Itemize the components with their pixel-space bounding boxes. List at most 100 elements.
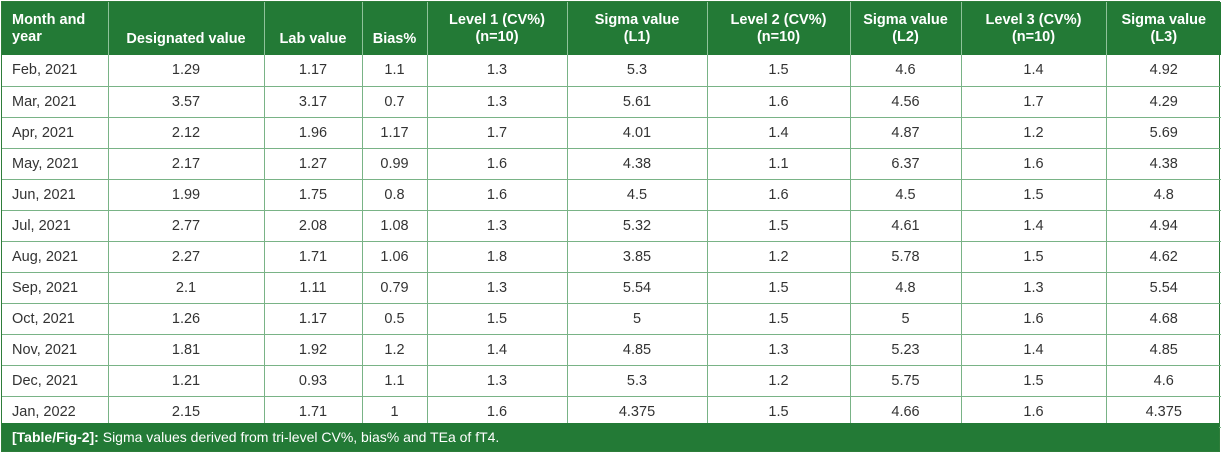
table-cell: Feb, 2021 — [2, 55, 109, 87]
table-cell: 1.96 — [264, 117, 363, 149]
table-cell: 4.01 — [567, 117, 708, 149]
table-cell: 1.7 — [427, 117, 568, 149]
table-cell: 1.4 — [427, 334, 568, 366]
table-cell: 1.4 — [961, 210, 1107, 242]
table-row: Oct, 2021 1.26 1.17 0.5 1.5 5 1.5 5 1.6 4.68 — [2, 303, 1221, 335]
table-cell: 4.5 — [850, 179, 962, 211]
column-header: Sigma value (L1) — [567, 2, 708, 55]
table-cell: 1.6 — [961, 148, 1107, 180]
table-cell: 3.17 — [264, 86, 363, 118]
table-cell: 1.4 — [961, 334, 1107, 366]
table-cell: 1.3 — [427, 86, 568, 118]
table-cell: 1.5 — [961, 365, 1107, 397]
table-cell: Sep, 2021 — [2, 272, 109, 304]
table-cell: May, 2021 — [2, 148, 109, 180]
table-cell: 2.17 — [108, 148, 265, 180]
table-cell: 5.61 — [567, 86, 708, 118]
table-cell: 4.62 — [1106, 241, 1221, 273]
table-cell: 0.7 — [362, 86, 428, 118]
table-row: Nov, 2021 1.81 1.92 1.2 1.4 4.85 1.3 5.23 1.4 4.8… — [2, 334, 1221, 366]
table-cell: 4.66 — [850, 396, 962, 428]
table-cell: 1.2 — [362, 334, 428, 366]
table-cell: 1.75 — [264, 179, 363, 211]
table-cell: 1.27 — [264, 148, 363, 180]
table-cell: 1.1 — [707, 148, 851, 180]
table-cell: 1.6 — [427, 148, 568, 180]
table-cell: Jun, 2021 — [2, 179, 109, 211]
table-cell: 1.29 — [108, 55, 265, 87]
column-header: Level 2 (CV%) (n=10) — [707, 2, 851, 55]
table-cell: 2.12 — [108, 117, 265, 149]
table-cell: 5.3 — [567, 55, 708, 87]
table-cell: 4.56 — [850, 86, 962, 118]
column-header: Level 1 (CV%) (n=10) — [427, 2, 568, 55]
table-cell: Jul, 2021 — [2, 210, 109, 242]
table-cell: 4.61 — [850, 210, 962, 242]
table-cell: 1.71 — [264, 241, 363, 273]
table-row: Mar, 2021 3.57 3.17 0.7 1.3 5.61 1.6 4.56 1.7 4.2… — [2, 86, 1221, 118]
table-row: Dec, 2021 1.21 0.93 1.1 1.3 5.3 1.2 5.75 1.5 4.6 — [2, 365, 1221, 397]
table-cell: 1.5 — [961, 179, 1107, 211]
table-cell: 3.57 — [108, 86, 265, 118]
table-cell: Mar, 2021 — [2, 86, 109, 118]
table-cell: 1.7 — [961, 86, 1107, 118]
table-cell: 0.93 — [264, 365, 363, 397]
column-header: Level 3 (CV%) (n=10) — [961, 2, 1107, 55]
table-cell: 1.06 — [362, 241, 428, 273]
table-cell: 1.3 — [427, 55, 568, 87]
header-row: Month and year Designated value Lab value… — [2, 2, 1221, 55]
table-row: Jul, 2021 2.77 2.08 1.08 1.3 5.32 1.5 4.61 1.4 4.… — [2, 210, 1221, 242]
table-cell: 1.3 — [427, 365, 568, 397]
figure-caption: [Table/Fig-2]: Sigma values derived from… — [2, 423, 1219, 451]
column-header: Sigma value (L3) — [1106, 2, 1221, 55]
table-body: Feb, 2021 1.29 1.17 1.1 1.3 5.3 1.5 4.6 1.4 4.92 M… — [2, 55, 1221, 428]
table-cell: 4.375 — [567, 396, 708, 428]
table-cell: 1.17 — [264, 303, 363, 335]
table-cell: Oct, 2021 — [2, 303, 109, 335]
table-cell: 1.8 — [427, 241, 568, 273]
table-cell: 5.78 — [850, 241, 962, 273]
table-cell: 1.3 — [427, 210, 568, 242]
table-cell: Dec, 2021 — [2, 365, 109, 397]
table-cell: 4.94 — [1106, 210, 1221, 242]
table-cell: 1.6 — [961, 303, 1107, 335]
table-cell: 1.6 — [707, 86, 851, 118]
table-cell: 4.38 — [567, 148, 708, 180]
table-cell: 1.1 — [362, 365, 428, 397]
table-cell: Nov, 2021 — [2, 334, 109, 366]
caption-text: Sigma values derived from tri-level CV%,… — [98, 429, 500, 445]
table-cell: 1.6 — [427, 179, 568, 211]
table-cell: 4.6 — [850, 55, 962, 87]
table-cell: 1.2 — [707, 365, 851, 397]
table-cell: 1.26 — [108, 303, 265, 335]
table-cell: 5.32 — [567, 210, 708, 242]
table-cell: 5.75 — [850, 365, 962, 397]
table-cell: Jan, 2022 — [2, 396, 109, 428]
table-cell: 5.3 — [567, 365, 708, 397]
table-cell: Aug, 2021 — [2, 241, 109, 273]
table-row: Jun, 2021 1.99 1.75 0.8 1.6 4.5 1.6 4.5 1.5 4.8 — [2, 179, 1221, 211]
table-cell: 5.69 — [1106, 117, 1221, 149]
table-cell: 1.3 — [961, 272, 1107, 304]
column-header: Sigma value (L2) — [850, 2, 962, 55]
table-cell: 1.3 — [427, 272, 568, 304]
table-cell: 6.37 — [850, 148, 962, 180]
table-cell: 5.54 — [567, 272, 708, 304]
table-cell: 1.3 — [707, 334, 851, 366]
table-cell: 1.17 — [264, 55, 363, 87]
table-cell: 4.8 — [850, 272, 962, 304]
table-cell: 5 — [567, 303, 708, 335]
caption-tag: [Table/Fig-2]: — [12, 429, 99, 445]
table-cell: 0.8 — [362, 179, 428, 211]
table-cell: 1.6 — [707, 179, 851, 211]
table-cell: 4.85 — [1106, 334, 1221, 366]
table-cell: 1.6 — [427, 396, 568, 428]
column-header: Lab value — [264, 2, 363, 55]
table-cell: 4.68 — [1106, 303, 1221, 335]
table-cell: 2.77 — [108, 210, 265, 242]
table-cell: 3.85 — [567, 241, 708, 273]
table-row: May, 2021 2.17 1.27 0.99 1.6 4.38 1.1 6.37 1.6 4.… — [2, 148, 1221, 180]
table-row: Jan, 2022 2.15 1.71 1 1.6 4.375 1.5 4.66 1.6 4.37… — [2, 396, 1221, 428]
table-cell: 1.99 — [108, 179, 265, 211]
